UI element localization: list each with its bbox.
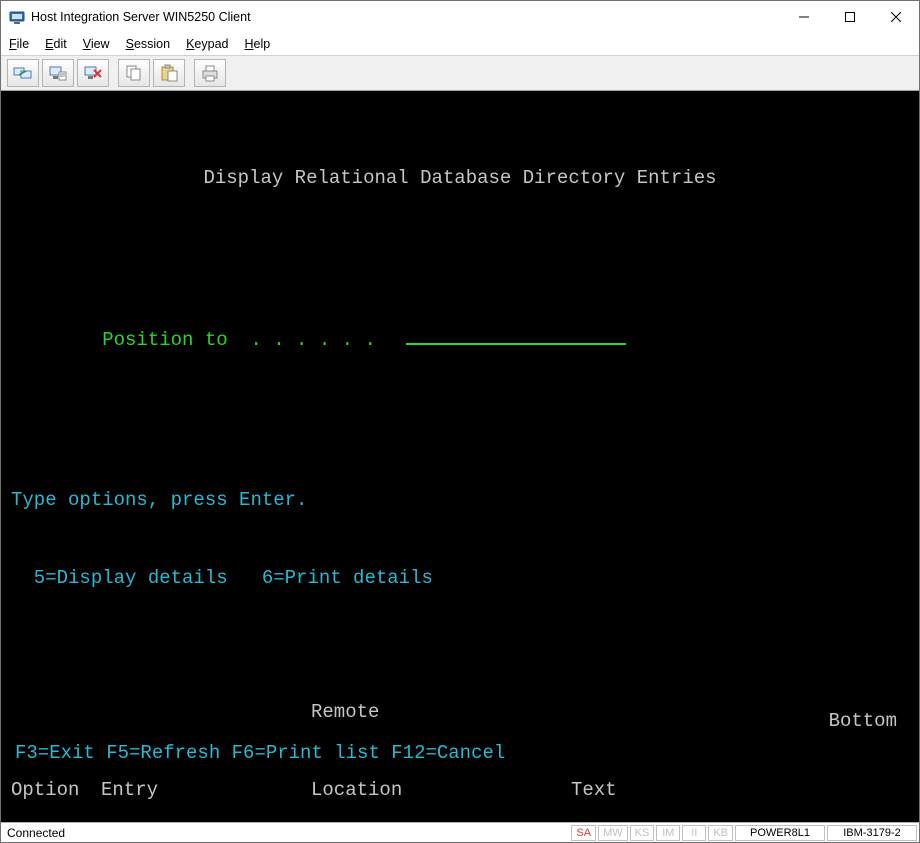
- menu-edit[interactable]: Edit: [45, 37, 67, 51]
- status-device-type: IBM-3179-2: [827, 825, 917, 841]
- menu-help[interactable]: Help: [244, 37, 270, 51]
- paste-button[interactable]: [153, 59, 185, 87]
- minimize-button[interactable]: [781, 1, 827, 33]
- menubar: File Edit View Session Keypad Help: [1, 33, 919, 55]
- status-indicator-sa: SA: [571, 825, 596, 841]
- properties-button[interactable]: [42, 59, 74, 87]
- status-indicator-im: IM: [656, 825, 680, 841]
- status-indicator-mw: MW: [598, 825, 628, 841]
- maximize-button[interactable]: [827, 1, 873, 33]
- position-to-field[interactable]: [406, 325, 626, 345]
- menu-view[interactable]: View: [83, 37, 110, 51]
- menu-session[interactable]: Session: [126, 37, 170, 51]
- properties-icon: [48, 64, 68, 82]
- position-to-label: Position to . . . . . .: [102, 329, 376, 351]
- connect-button[interactable]: [7, 59, 39, 87]
- app-window: Host Integration Server WIN5250 Client F…: [0, 0, 920, 843]
- toolbar: [1, 55, 919, 91]
- status-indicator-ks: KS: [630, 825, 655, 841]
- bottom-indicator: Bottom: [829, 710, 897, 732]
- copy-icon: [124, 64, 144, 82]
- function-keys: F3=Exit F5=Refresh F6=Print list F12=Can…: [15, 742, 505, 764]
- statusbar: Connected SA MW KS IM II KB POWER8L1 IBM…: [1, 822, 919, 842]
- paste-icon: [159, 64, 179, 82]
- status-indicator-ii: II: [682, 825, 706, 841]
- window-controls: [781, 1, 919, 33]
- print-icon: [200, 64, 220, 82]
- menu-file[interactable]: File: [9, 37, 29, 51]
- titlebar: Host Integration Server WIN5250 Client: [1, 1, 919, 33]
- connect-icon: [13, 64, 33, 82]
- option-hints: 5=Display details 6=Print details: [11, 565, 909, 591]
- print-button[interactable]: [194, 59, 226, 87]
- column-headers: Remote: [11, 699, 909, 725]
- disconnect-icon: [83, 64, 103, 82]
- status-system: POWER8L1: [735, 825, 825, 841]
- connection-status: Connected: [3, 826, 69, 840]
- copy-button[interactable]: [118, 59, 150, 87]
- status-indicator-kb: KB: [708, 825, 733, 841]
- type-options-label: Type options, press Enter.: [11, 487, 909, 513]
- disconnect-button[interactable]: [77, 59, 109, 87]
- app-icon: [9, 9, 25, 25]
- menu-keypad[interactable]: Keypad: [186, 37, 228, 51]
- close-button[interactable]: [873, 1, 919, 33]
- terminal-area[interactable]: Display Relational Database Directory En…: [1, 91, 919, 822]
- column-headers-2: OptionEntryLocationText: [11, 777, 909, 803]
- screen-title: Display Relational Database Directory En…: [11, 165, 909, 191]
- window-title: Host Integration Server WIN5250 Client: [31, 10, 251, 24]
